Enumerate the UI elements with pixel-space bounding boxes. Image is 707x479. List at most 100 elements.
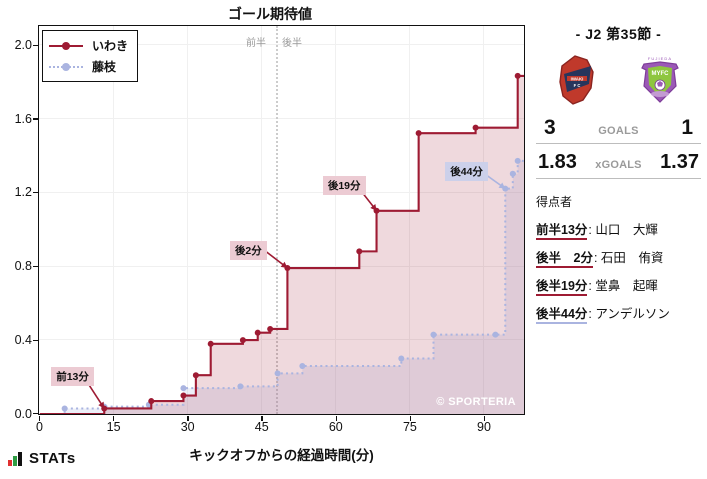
grid-line-vertical (409, 26, 411, 414)
y-tick-label: 0.4 (14, 332, 32, 347)
scorer-row: 後半 2分: 石田 侑資 (536, 247, 701, 268)
data-point[interactable] (239, 337, 246, 344)
grid-line-horizontal (39, 339, 524, 341)
away-team-crest-icon: FUJIEDA MYFC (636, 54, 684, 106)
legend-swatch-away (49, 61, 83, 73)
grid-line-vertical (187, 26, 189, 414)
annotation-arrowhead (498, 182, 506, 189)
y-tick-mark (33, 265, 38, 268)
grid-line-vertical (335, 26, 337, 414)
data-point[interactable] (356, 248, 363, 255)
series-line-away (39, 159, 524, 414)
data-point[interactable] (415, 130, 422, 137)
data-point[interactable] (509, 170, 516, 177)
second-half-label: 後半 (282, 38, 303, 49)
scorer-name: : アンデルソン (588, 307, 670, 321)
annotation-arrowhead (370, 204, 377, 211)
data-point[interactable] (61, 405, 68, 412)
half-time-divider (276, 26, 279, 414)
x-tick-mark (335, 416, 337, 421)
series-fill-away (64, 160, 524, 414)
legend-item-away[interactable]: 藤枝 (49, 56, 128, 77)
y-tick-mark (33, 192, 38, 194)
x-tick-label: 0 (36, 420, 43, 434)
data-point[interactable] (254, 329, 261, 336)
grid-line-vertical (113, 26, 115, 414)
x-tick-label: 45 (254, 420, 269, 434)
goal-annotation: 後19分 (322, 176, 366, 196)
legend-swatch-home (49, 40, 83, 52)
goal-annotation: 後2分 (229, 241, 267, 261)
scorer-time: 前半13分 (536, 223, 588, 240)
svg-text:MYFC: MYFC (651, 71, 669, 77)
x-tick-mark (113, 416, 115, 421)
match-summary-panel: - J2 第35節 - IWAKI F C FUJIEDA MYFC (530, 0, 707, 479)
goal-annotation: 後44分 (445, 162, 488, 182)
x-tick-label: 15 (106, 420, 121, 434)
x-axis: 0 15 30 45 60 75 90 (36, 416, 525, 446)
stats-logo: STATs (8, 450, 76, 467)
stats-bars-icon (8, 452, 23, 466)
y-tick-label: 0.0 (14, 406, 32, 421)
away-xgoals: 1.37 (660, 151, 699, 173)
series-layer (39, 72, 524, 414)
goals-row: 3 GOALS 1 (536, 116, 701, 144)
x-tick-label: 75 (402, 420, 417, 434)
data-point[interactable] (180, 385, 187, 392)
scorers-list: 前半13分: 山口 大輝 後半 2分: 石田 侑資 後半19分: 堂鼻 起暉 後半44… (536, 219, 701, 324)
chart-legend: いわき 藤枝 (42, 30, 139, 82)
watermark: © SPORTERIA (436, 396, 516, 408)
team-crests: IWAKI F C FUJIEDA MYFC (536, 52, 701, 108)
home-goals: 3 (544, 116, 556, 139)
x-tick-mark (187, 416, 189, 421)
legend-label-home: いわき (92, 39, 129, 53)
data-point[interactable] (514, 72, 521, 79)
y-tick-label: 1.2 (14, 185, 32, 200)
data-point[interactable] (514, 157, 521, 164)
series-line-home (39, 74, 524, 414)
first-half-label: 前半 (246, 38, 267, 49)
y-tick-mark (33, 339, 38, 341)
x-tick-mark (409, 416, 411, 421)
scorer-row: 後半19分: 堂鼻 起暉 (536, 275, 701, 296)
grid-line-vertical (483, 26, 485, 414)
legend-label-away: 藤枝 (92, 60, 117, 74)
chart-area: ゴール期待値 0.0 0.4 0.8 1.2 1.6 2.0 前半 後半 前13分 後2分 後19… (0, 6, 525, 467)
x-tick-mark (39, 416, 41, 421)
data-point[interactable] (472, 124, 479, 131)
series-fill-home (104, 75, 524, 414)
data-point[interactable] (192, 372, 199, 379)
data-point[interactable] (237, 383, 244, 390)
scorer-time: 後半 2分 (536, 251, 593, 268)
data-point[interactable] (180, 392, 187, 399)
scorer-time: 後半19分 (536, 279, 588, 296)
data-point[interactable] (148, 398, 155, 405)
grid-line-horizontal (39, 44, 524, 46)
scorer-row: 後半44分: アンデルソン (536, 303, 701, 324)
xgoals-row: 1.83 xGOALS 1.37 (536, 149, 701, 179)
home-team-crest-icon: IWAKI F C (553, 54, 601, 106)
data-point[interactable] (398, 355, 405, 362)
data-point[interactable] (207, 340, 214, 347)
xgoals-label: xGOALS (595, 159, 642, 171)
grid-line-horizontal (39, 118, 524, 120)
legend-item-home[interactable]: いわき (49, 35, 128, 56)
data-point[interactable] (274, 370, 281, 377)
scorer-row: 前半13分: 山口 大輝 (536, 219, 701, 240)
y-tick-label: 1.6 (14, 111, 32, 126)
scorers-title: 得点者 (536, 195, 573, 209)
y-tick-mark (33, 118, 38, 120)
data-point[interactable] (492, 331, 499, 338)
svg-text:F C: F C (574, 83, 581, 88)
data-point[interactable] (430, 331, 437, 338)
y-axis: 0.0 0.4 0.8 1.2 1.6 2.0 (0, 25, 38, 421)
annotation-arrowhead (98, 401, 105, 409)
data-point[interactable] (299, 362, 306, 369)
svg-text:FUJIEDA: FUJIEDA (648, 56, 672, 61)
stats-logo-text: STATs (29, 450, 76, 467)
scorer-name: : 山口 大輝 (588, 223, 658, 237)
data-point[interactable] (267, 325, 274, 332)
scorer-name: : 石田 侑資 (593, 251, 664, 265)
goal-annotation: 前13分 (51, 367, 94, 387)
plot-region: 前半 後半前13分 後2分 後19分 後44分 © SPORTERIA (38, 25, 525, 415)
